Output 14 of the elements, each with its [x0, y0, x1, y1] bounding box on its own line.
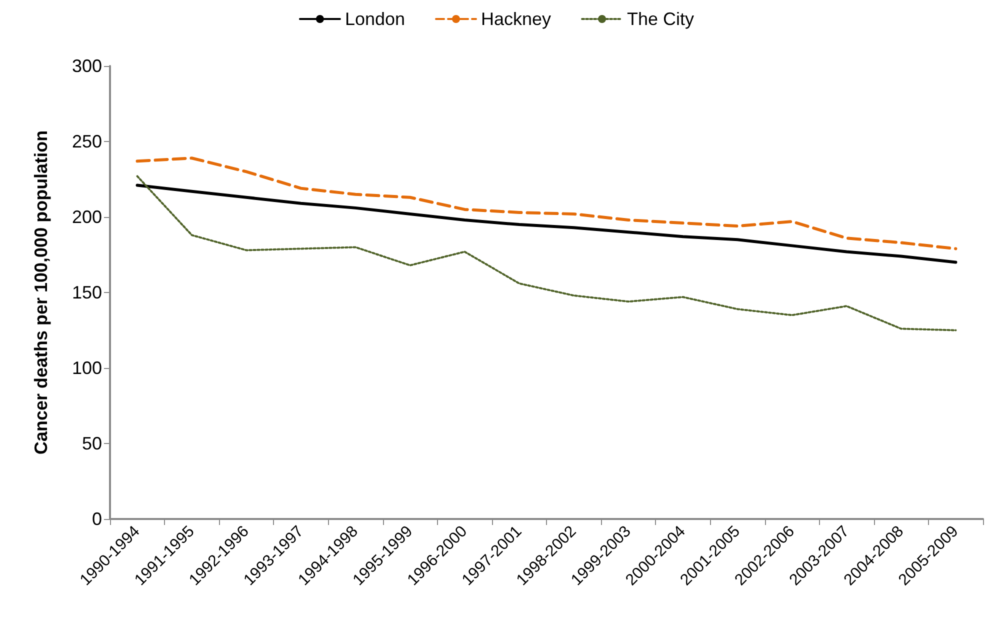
- y-tick-label: 50: [82, 434, 102, 454]
- y-tick-label: 100: [72, 358, 102, 378]
- y-tick-label: 150: [72, 282, 102, 302]
- line-series: [136, 175, 957, 332]
- y-tick-label: 200: [72, 207, 102, 227]
- y-tick-label: 0: [92, 509, 102, 529]
- legend-label: Hackney: [481, 9, 552, 29]
- y-tick-label: 300: [72, 56, 102, 76]
- line-series: [136, 156, 958, 250]
- legend-label: The City: [627, 9, 694, 29]
- y-tick-label: 250: [72, 132, 102, 152]
- legend-label: London: [344, 9, 406, 29]
- y-axis-title: Cancer deaths per 100,000 population: [31, 130, 51, 455]
- line-series: [136, 184, 958, 264]
